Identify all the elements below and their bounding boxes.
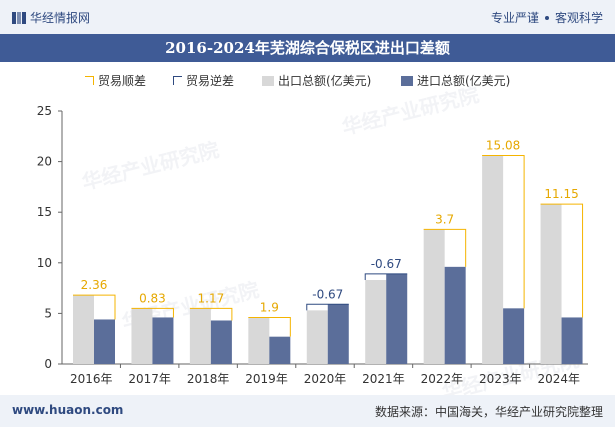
balance-data-label: 15.08 — [486, 139, 520, 153]
import-bar — [561, 317, 583, 364]
chart-legend: 贸易顺差 贸易逆差 出口总额(亿美元) 进口总额(亿美元) — [0, 72, 615, 92]
slogan: 专业严谨 客观科学 — [491, 9, 603, 26]
balance-data-label: 1.9 — [260, 300, 279, 314]
export-bar — [189, 308, 211, 364]
export-bar — [365, 280, 387, 364]
slogan-right: 客观科学 — [554, 11, 603, 25]
y-tick-label: 15 — [37, 205, 52, 219]
x-tick-label: 2023年 — [479, 372, 522, 386]
x-tick-label: 2020年 — [304, 372, 347, 386]
footer-site: www.huaon.com — [12, 403, 124, 417]
chart-title: 2016-2024年芜湖综合保税区进出口差额 — [0, 34, 615, 62]
slogan-left: 专业严谨 — [490, 11, 539, 25]
surplus-bracket — [73, 294, 116, 320]
balance-data-label: 2.36 — [81, 278, 108, 292]
import-bar — [503, 308, 525, 364]
deficit-swatch-icon — [173, 76, 182, 85]
top-bar: 华经情报网 专业严谨 客观科学 — [0, 0, 615, 34]
balance-data-label: 3.7 — [435, 212, 454, 226]
x-tick-label: 2016年 — [70, 372, 113, 386]
import-bar — [386, 273, 408, 364]
chart-plot: 0 5 10 15 20 25 2.36 2016年 0.83 2017年 1.17 2018年 1.9… — [37, 104, 588, 386]
y-tick-label: 25 — [37, 104, 52, 118]
legend-deficit: 贸易逆差 — [173, 72, 234, 89]
legend-import: 进口总额(亿美元) — [401, 72, 510, 89]
x-tick-label: 2021年 — [362, 372, 405, 386]
footer-source: 数据来源：中国海关，华经产业研究院整理 — [374, 405, 603, 419]
export-bar — [482, 155, 504, 364]
surplus-swatch-icon — [85, 76, 94, 85]
y-tick-label: 10 — [37, 256, 52, 270]
surplus-bracket — [131, 307, 174, 318]
x-tick-label: 2017年 — [128, 372, 171, 386]
x-tick-label: 2024年 — [538, 372, 581, 386]
balance-data-label: -0.67 — [371, 257, 402, 271]
export-bar — [306, 310, 328, 364]
surplus-bracket — [248, 316, 291, 337]
footer: www.huaon.com 数据来源：中国海关，华经产业研究院整理 — [0, 395, 615, 427]
y-tick-label: 0 — [44, 357, 52, 371]
import-bar — [444, 266, 466, 364]
import-bar — [210, 320, 232, 364]
export-bar — [248, 317, 270, 364]
balance-data-label: 1.17 — [198, 291, 225, 305]
balance-data-label: 0.83 — [139, 291, 166, 305]
x-tick-label: 2019年 — [245, 372, 288, 386]
import-swatch-icon — [401, 75, 413, 86]
import-bar — [152, 317, 174, 364]
legend-export: 出口总额(亿美元) — [262, 72, 371, 89]
export-bar — [73, 295, 94, 364]
export-bar — [131, 308, 153, 364]
import-bar — [94, 319, 115, 364]
brand-name: 华经情报网 — [30, 11, 91, 25]
deficit-bracket — [364, 273, 408, 281]
x-tick-label: 2018年 — [187, 372, 230, 386]
balance-data-label: 11.15 — [544, 187, 578, 201]
legend-deficit-label: 贸易逆差 — [186, 74, 235, 88]
legend-surplus: 贸易顺差 — [85, 72, 146, 89]
export-swatch-icon — [262, 75, 274, 86]
legend-export-label: 出口总额(亿美元) — [278, 74, 372, 88]
import-bar — [269, 336, 291, 364]
surplus-bracket — [540, 203, 584, 318]
y-tick-label: 5 — [44, 306, 52, 320]
brand-logo-icon — [12, 11, 26, 25]
deficit-bracket — [306, 303, 349, 311]
surplus-bracket — [423, 228, 467, 267]
import-bar — [327, 304, 349, 364]
balance-data-label: -0.67 — [312, 287, 343, 301]
x-tick-label: 2022年 — [421, 372, 464, 386]
separator-dot-icon — [544, 15, 549, 20]
surplus-bracket — [189, 307, 233, 321]
y-tick-label: 20 — [37, 155, 52, 169]
legend-import-label: 进口总额(亿美元) — [417, 74, 511, 88]
export-bar — [540, 204, 562, 364]
brand: 华经情报网 — [12, 9, 90, 26]
surplus-bracket — [482, 155, 525, 309]
legend-surplus-label: 贸易顺差 — [98, 74, 147, 88]
export-bar — [423, 229, 445, 364]
